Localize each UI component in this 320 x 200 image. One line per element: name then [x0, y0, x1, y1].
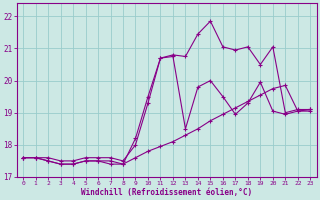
X-axis label: Windchill (Refroidissement éolien,°C): Windchill (Refroidissement éolien,°C)	[81, 188, 252, 197]
